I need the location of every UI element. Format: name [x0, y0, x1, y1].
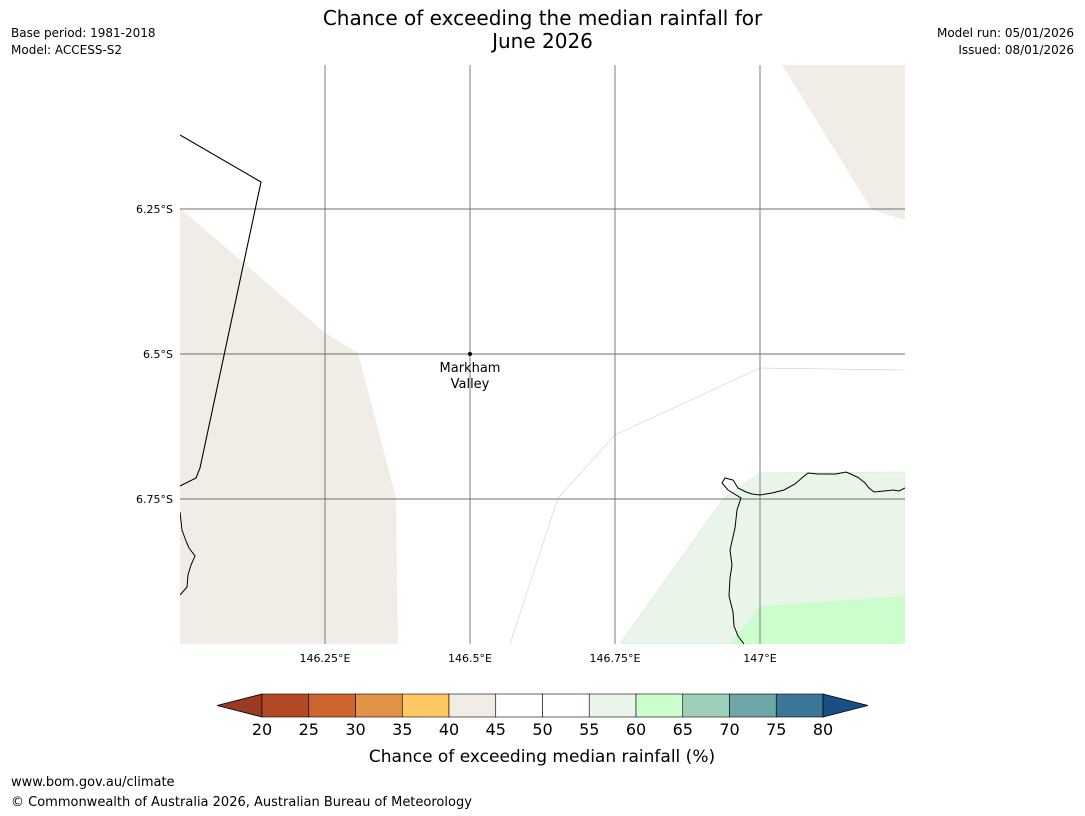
colorbar-tick-55: 55	[579, 720, 599, 739]
lon-label-146-5: 146.5°E	[448, 652, 492, 665]
model-run-text: Model run: 05/01/2026	[936, 26, 1074, 40]
title-line-1: Chance of exceeding the median rainfall …	[322, 6, 763, 30]
colorbar-tick-40: 40	[439, 720, 459, 739]
colorbar-bin-30-35	[355, 693, 403, 718]
lat-label-6-5: 6.5°S	[143, 348, 173, 361]
colorbar-bin-20-25	[261, 693, 310, 718]
colorbar-tick-60: 60	[626, 720, 646, 739]
boundary-line	[180, 134, 262, 487]
place-label-line-1: Markham	[440, 361, 501, 376]
colorbar-title: Chance of exceeding median rainfall (%)	[369, 747, 715, 767]
colorbar-bin-45-50	[495, 693, 543, 718]
lon-label-147: 147°E	[743, 652, 776, 665]
region-40-45-northeast	[782, 65, 905, 220]
colorbar-tick-35: 35	[392, 720, 412, 739]
colorbar-tick-45: 45	[486, 720, 506, 739]
colorbar-over-arrow	[822, 693, 869, 718]
colorbar-tick-80: 80	[813, 720, 833, 739]
colorbar-bin-35-40	[401, 693, 450, 718]
colorbar-bin-25-30	[308, 693, 356, 718]
header-right: Model run: 05/01/2026 Issued: 08/01/2026	[937, 25, 1074, 59]
colorbar-bin-55-60	[588, 693, 637, 718]
colorbar-tick-labels: 20 25 30 35 40 45 50 55 60 65 70 75 80	[252, 720, 833, 739]
colorbar-tick-65: 65	[673, 720, 693, 739]
colorbar-tick-25: 25	[299, 720, 319, 739]
colorbar-tick-20: 20	[252, 720, 272, 739]
colorbar-tick-75: 75	[766, 720, 786, 739]
model-text: Model: ACCESS-S2	[11, 43, 123, 57]
colorbar-tick-70: 70	[719, 720, 739, 739]
map-area	[180, 65, 905, 644]
colorbar-bin-75-80	[775, 693, 824, 718]
place-label-line-2: Valley	[451, 377, 490, 392]
colorbar-bin-40-45	[448, 693, 497, 718]
footer-copyright: © Commonwealth of Australia 2026, Austra…	[11, 795, 472, 810]
colorbar-bin-50-55	[542, 693, 590, 718]
region-40-45-west	[180, 208, 398, 644]
colorbar-bin-60-65	[635, 693, 684, 718]
colorbar-bins	[261, 693, 824, 718]
place-marker	[468, 352, 472, 356]
base-period-text: Base period: 1981-2018	[11, 26, 156, 40]
coastline-west	[180, 511, 196, 596]
colorbar-tick-30: 30	[345, 720, 365, 739]
colorbar-under-arrow	[216, 693, 263, 718]
footer-url: www.bom.gov.au/climate	[11, 775, 175, 790]
lon-label-146-25: 146.25°E	[300, 652, 351, 665]
colorbar-tick-50: 50	[532, 720, 552, 739]
colorbar-bin-65-70	[682, 693, 730, 718]
title-line-2: June 2026	[492, 29, 593, 53]
map-title: Chance of exceeding the median rainfall …	[0, 7, 1085, 53]
region-60-65	[730, 596, 905, 644]
lat-label-6-75: 6.75°S	[136, 493, 173, 506]
lat-label-6-25: 6.25°S	[136, 203, 173, 216]
header-left: Base period: 1981-2018 Model: ACCESS-S2	[11, 25, 156, 59]
colorbar-bin-70-75	[729, 693, 777, 718]
issued-text: Issued: 08/01/2026	[958, 43, 1074, 57]
colorbar: 20 25 30 35 40 45 50 55 60 65 70 75 80 Chance of exc…	[216, 693, 869, 767]
coastline-east	[721, 471, 905, 644]
lon-label-146-75: 146.75°E	[590, 652, 641, 665]
